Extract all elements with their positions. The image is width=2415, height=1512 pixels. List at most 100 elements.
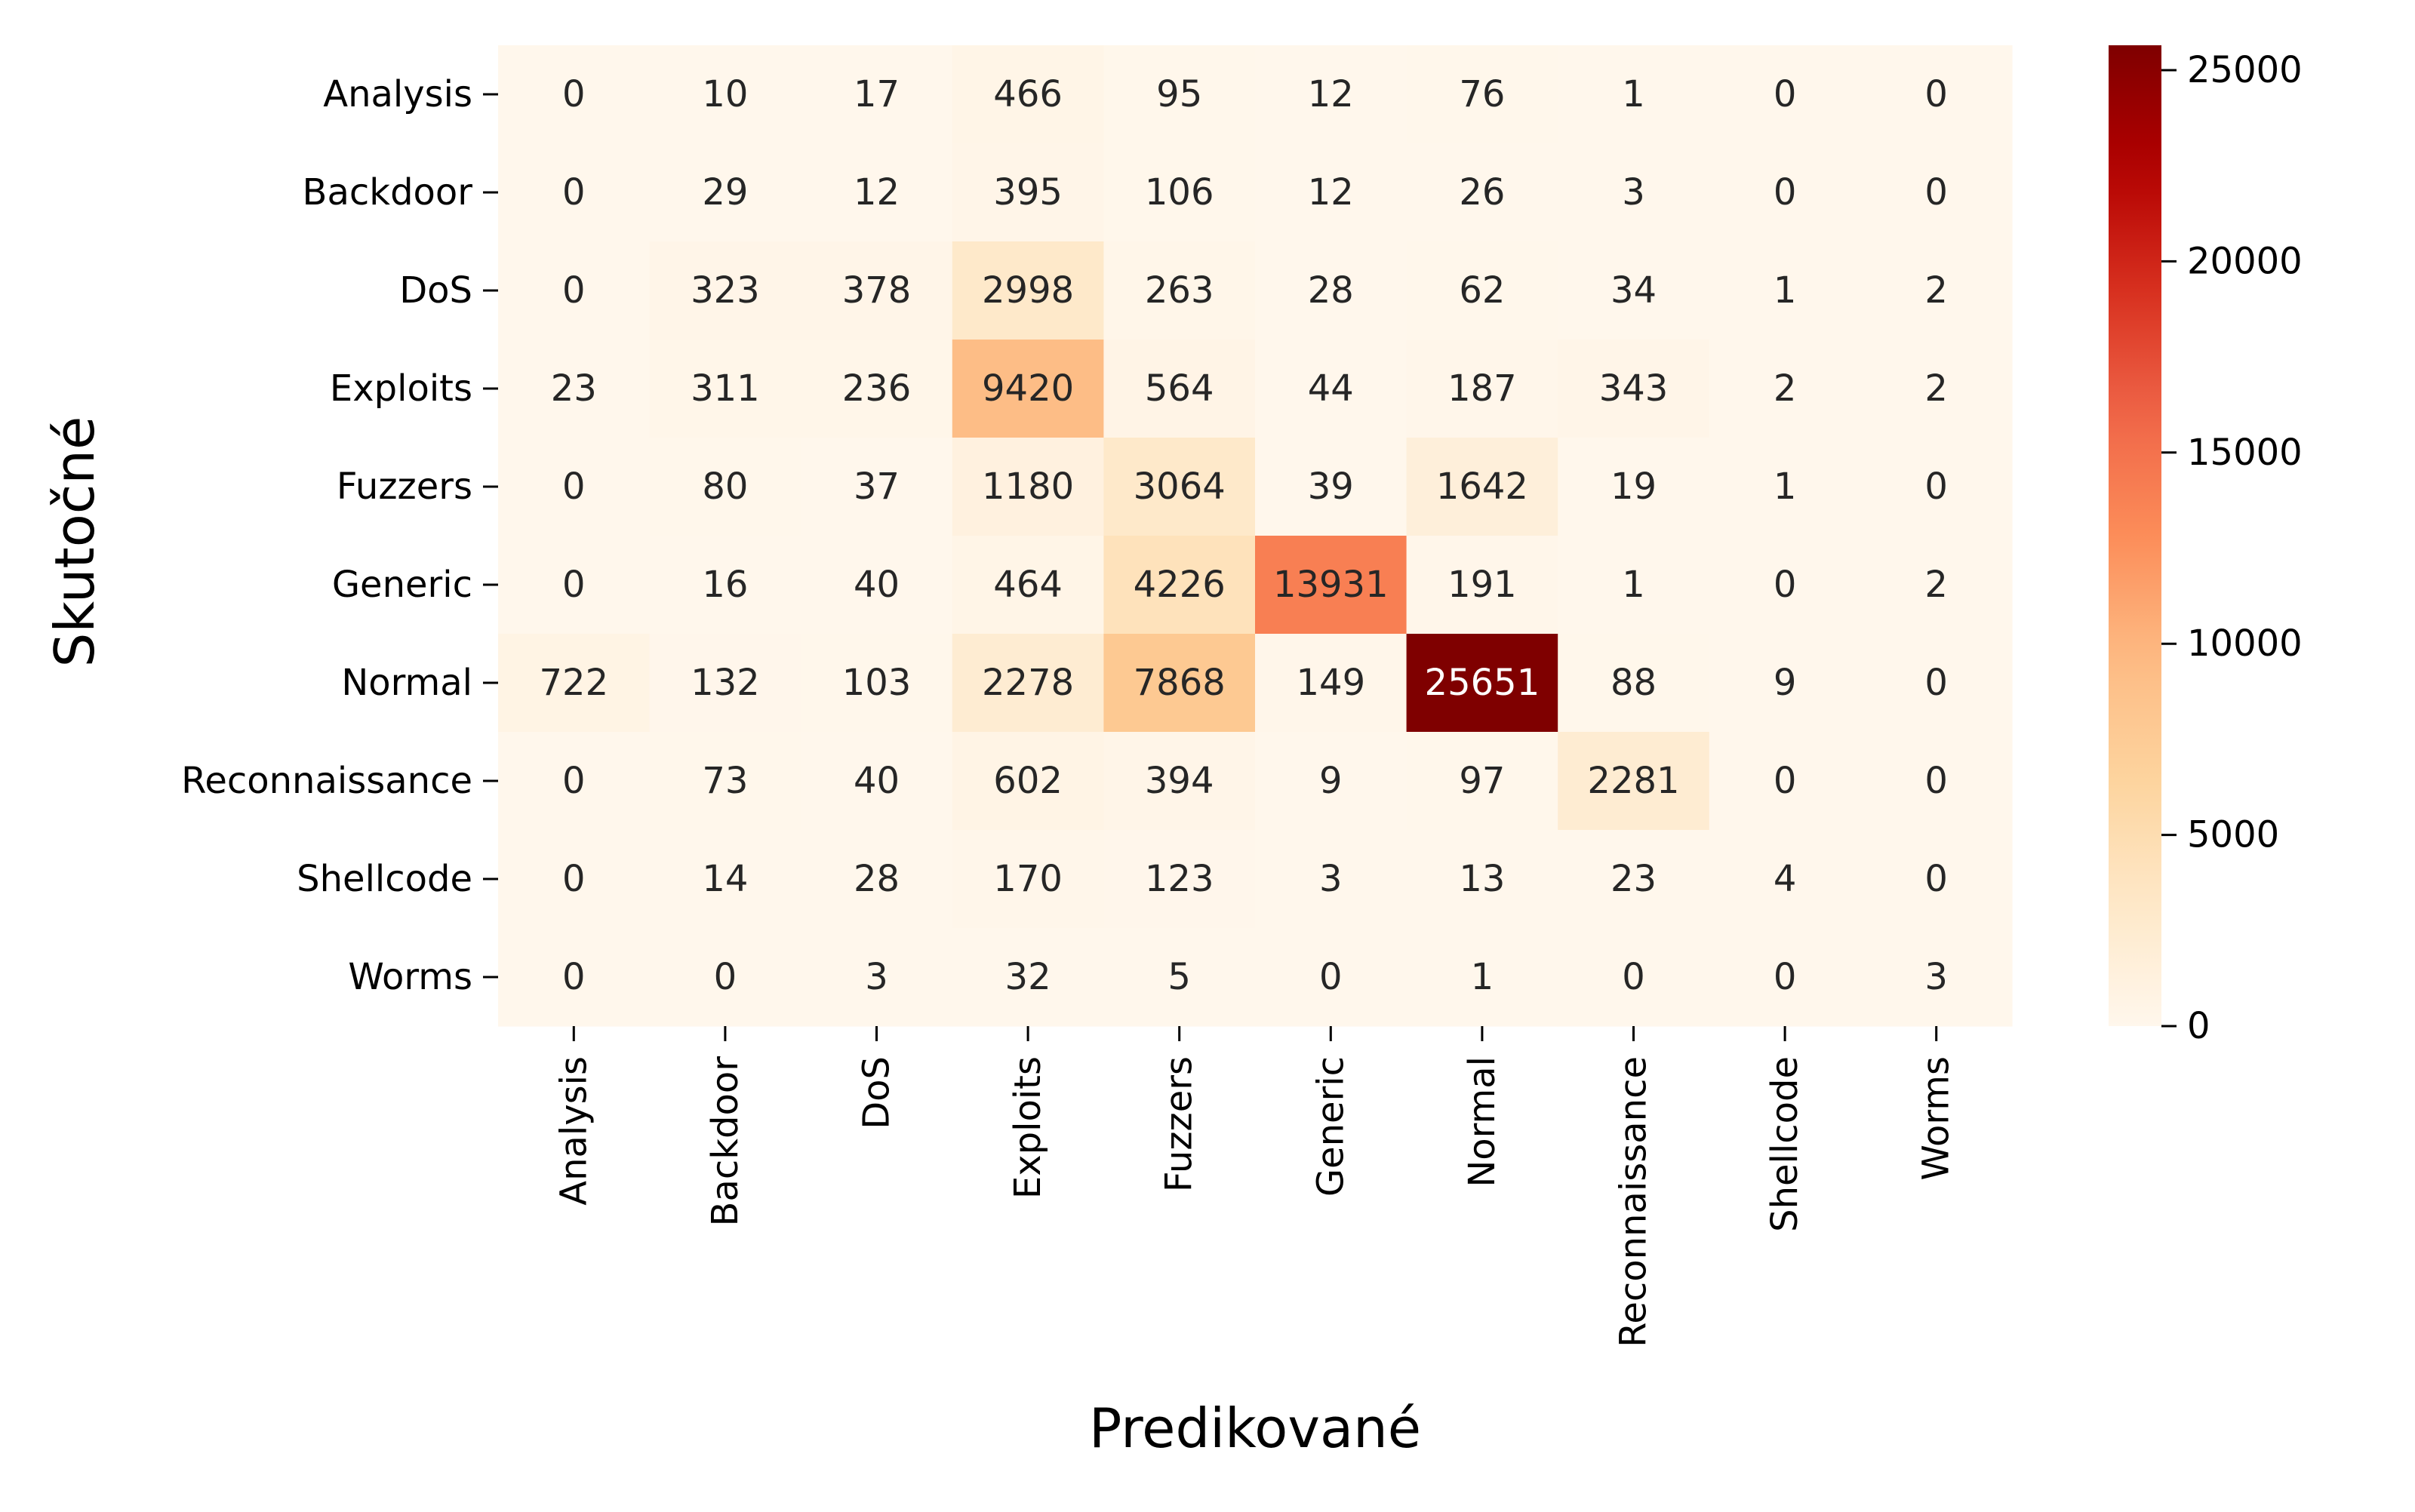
cell-value-label-9-9: 3 (1924, 956, 1948, 998)
cell-value-label-0-0: 0 (562, 73, 586, 115)
heatmap-cell-6-0 (498, 634, 651, 733)
cell-value-label-1-8: 0 (1774, 171, 1797, 214)
cell-value-label-9-0: 0 (562, 956, 586, 998)
cell-value-label-0-4: 95 (1156, 73, 1202, 115)
heatmap-cell-3-6 (1406, 340, 1558, 438)
heatmap-cell-0-2 (801, 45, 953, 144)
cell-value-label-1-9: 0 (1924, 171, 1948, 214)
cell-value-label-5-1: 16 (702, 564, 748, 606)
cell-value-label-3-9: 2 (1924, 367, 1948, 410)
heatmap-cell-5-4 (1103, 536, 1256, 635)
cell-value-label-7-7: 2281 (1587, 760, 1679, 802)
heatmap-cell-8-9 (1860, 830, 2013, 929)
cell-value-label-3-1: 311 (691, 367, 760, 410)
y-tick-label-6: Normal (341, 662, 472, 704)
heatmap-cell-2-9 (1860, 241, 2013, 340)
colorbar-tick-label-3: 15000 (2187, 432, 2303, 474)
cell-value-label-6-3: 2278 (982, 662, 1074, 704)
heatmap-cell-0-3 (952, 45, 1104, 144)
cell-value-label-2-0: 0 (562, 269, 586, 312)
cell-value-label-5-5: 13931 (1273, 564, 1389, 606)
heatmap-cell-2-8 (1709, 241, 1861, 340)
y-tick-label-9: Worms (348, 956, 472, 998)
colorbar-tick-label-5: 25000 (2187, 49, 2303, 91)
colorbar-tick-label-1: 5000 (2187, 814, 2279, 856)
x-tick-label-4: Fuzzers (1158, 1056, 1201, 1192)
heatmap-cell-4-6 (1406, 438, 1558, 536)
x-tick-label-7: Reconnaissance (1613, 1056, 1655, 1348)
cell-value-label-0-5: 12 (1308, 73, 1354, 115)
x-tick-label-5: Generic (1309, 1056, 1352, 1197)
heatmap-cell-2-4 (1103, 241, 1256, 340)
heatmap-cell-8-5 (1255, 830, 1407, 929)
heatmap-cell-2-0 (498, 241, 651, 340)
cell-value-label-4-8: 1 (1774, 466, 1797, 508)
heatmap-cell-9-8 (1709, 928, 1861, 1027)
cell-value-label-6-1: 132 (691, 662, 760, 704)
cell-value-label-9-2: 3 (865, 956, 888, 998)
cell-value-label-4-6: 1642 (1436, 466, 1528, 508)
heatmap: 0 10 17 466 95 12 76 1 0 00 29 12 395 106 12 26 3 0 00 323 3… (498, 45, 2013, 1027)
heatmap-cell-9-4 (1103, 928, 1256, 1027)
cell-value-label-2-1: 323 (691, 269, 760, 312)
cell-value-label-7-3: 602 (993, 760, 1063, 802)
heatmap-cell-8-1 (649, 830, 801, 929)
heatmap-cell-7-9 (1860, 732, 2013, 831)
cell-value-label-7-2: 40 (854, 760, 900, 802)
cell-value-label-5-8: 0 (1774, 564, 1797, 606)
heatmap-cell-5-1 (649, 536, 801, 635)
cell-value-label-5-7: 1 (1622, 564, 1645, 606)
x-tick-label-8: Shellcode (1764, 1056, 1806, 1232)
heatmap-cell-5-6 (1406, 536, 1558, 635)
heatmap-cell-0-7 (1558, 45, 1710, 144)
heatmap-cell-0-9 (1860, 45, 2013, 144)
cell-value-label-2-3: 2998 (982, 269, 1074, 312)
cell-value-label-3-2: 236 (842, 367, 912, 410)
heatmap-cell-9-3 (952, 928, 1104, 1027)
heatmap-cell-4-5 (1255, 438, 1407, 536)
heatmap-cell-8-4 (1103, 830, 1256, 929)
heatmap-cell-7-4 (1103, 732, 1256, 831)
heatmap-cell-0-1 (649, 45, 801, 144)
cell-value-label-5-0: 0 (562, 564, 586, 606)
colorbar: 0 5000 10000 15000 20000 25000 (2109, 45, 2303, 1047)
heatmap-cell-3-8 (1709, 340, 1861, 438)
y-axis: Analysis Backdoor DoS Exploits Fuzzers Generi… (181, 73, 498, 998)
x-axis-title: Predikované (1089, 1397, 1421, 1460)
cell-value-label-7-5: 9 (1319, 760, 1343, 802)
heatmap-cell-3-0 (498, 340, 651, 438)
cell-value-label-1-4: 106 (1145, 171, 1214, 214)
cell-value-label-2-8: 1 (1774, 269, 1797, 312)
heatmap-cell-9-9 (1860, 928, 2013, 1027)
cell-value-label-4-7: 19 (1611, 466, 1657, 508)
heatmap-cell-5-9 (1860, 536, 2013, 635)
cell-value-label-1-7: 3 (1622, 171, 1645, 214)
cell-value-label-0-2: 17 (854, 73, 900, 115)
x-axis: Analysis Backdoor DoS Exploits Fuzzers Generi… (552, 1026, 1958, 1348)
heatmap-cell-9-6 (1406, 928, 1558, 1027)
heatmap-cell-3-9 (1860, 340, 2013, 438)
heatmap-cell-4-1 (649, 438, 801, 536)
heatmap-cell-2-3 (952, 241, 1104, 340)
cell-value-label-0-8: 0 (1774, 73, 1797, 115)
heatmap-cell-7-8 (1709, 732, 1861, 831)
heatmap-cell-9-0 (498, 928, 651, 1027)
y-tick-label-7: Reconnaissance (181, 760, 472, 802)
x-tick-label-9: Worms (1915, 1056, 1958, 1181)
cell-value-label-6-2: 103 (842, 662, 912, 704)
cell-value-label-8-2: 28 (854, 858, 900, 900)
cell-value-label-9-1: 0 (714, 956, 737, 998)
heatmap-cell-0-5 (1255, 45, 1407, 144)
heatmap-cell-5-7 (1558, 536, 1710, 635)
heatmap-cell-5-2 (801, 536, 953, 635)
cell-value-label-7-0: 0 (562, 760, 586, 802)
cell-value-label-4-2: 37 (854, 466, 900, 508)
heatmap-cell-1-3 (952, 143, 1104, 242)
cell-value-label-0-9: 0 (1924, 73, 1948, 115)
heatmap-cell-7-0 (498, 732, 651, 831)
heatmap-cell-3-5 (1255, 340, 1407, 438)
heatmap-cell-8-0 (498, 830, 651, 929)
heatmap-cell-9-2 (801, 928, 953, 1027)
cell-value-label-8-4: 123 (1145, 858, 1214, 900)
